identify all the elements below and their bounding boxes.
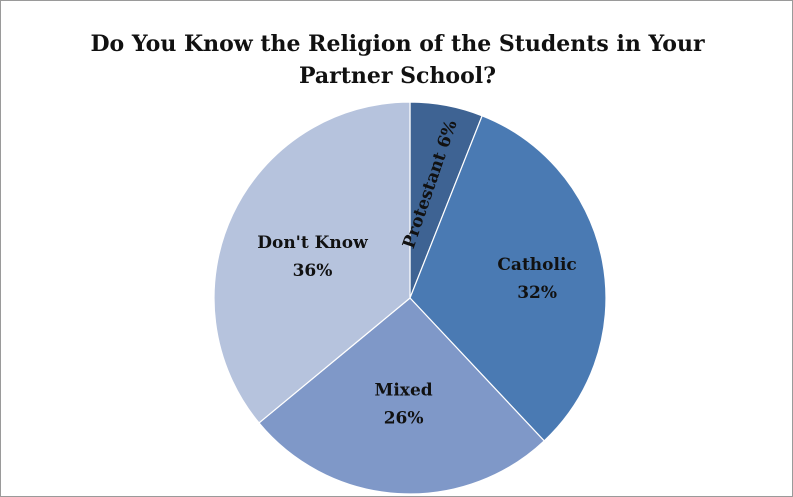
pie-slices (213, 101, 607, 495)
pie-slice-don-t-know (213, 101, 411, 424)
pie-value-don-t-know: 36% (293, 261, 333, 281)
pie-slice-catholic (409, 114, 607, 442)
pie-label-catholic: Catholic (497, 255, 576, 275)
pie-label-mixed: Mixed (375, 381, 433, 401)
pie-slice-mixed (258, 297, 546, 495)
pie-label-don-t-know: Don't Know (257, 233, 368, 253)
chart-title: Do You Know the Religion of the Students… (90, 31, 705, 89)
pie-value-catholic: 32% (517, 283, 557, 303)
pie-value-mixed: 26% (384, 409, 424, 429)
